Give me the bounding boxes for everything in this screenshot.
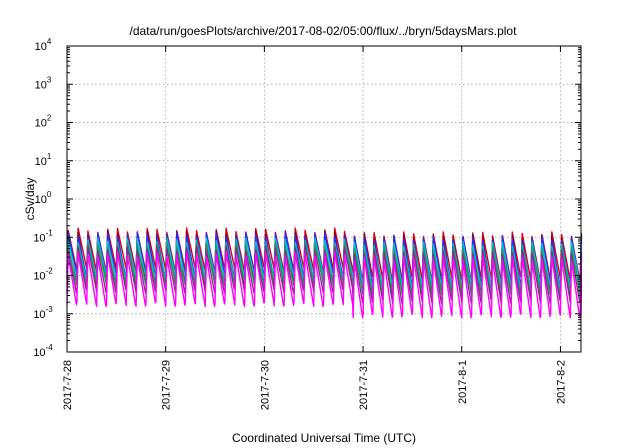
y-tick-label: 100 [35, 190, 52, 206]
y-axis: 10-4 10-3 10-2 10-1 100 101 102 103 104 [33, 37, 581, 359]
y-tick-label: 102 [35, 114, 52, 130]
x-tick-label: 2017-7-28 [62, 360, 74, 410]
x-axis-label: Coordinated Universal Time (UTC) [232, 431, 416, 445]
x-axis: 2017-7-28 2017-7-29 2017-7-30 2017-7-31 2017… [62, 46, 567, 410]
y-tick-label: 10-2 [33, 267, 53, 283]
series-line [66, 251, 583, 319]
y-tick-label: 104 [35, 37, 52, 53]
chart-title: /data/run/goesPlots/archive/2017-08-02/0… [130, 24, 518, 38]
x-tick-label: 2017-7-29 [161, 360, 173, 410]
y-tick-label: 10-1 [33, 228, 53, 244]
y-tick-label: 10-4 [33, 343, 53, 359]
x-tick-label: 2017-8-2 [555, 360, 567, 404]
y-axis-label: cSv/day [23, 178, 37, 221]
x-tick-label: 2017-8-1 [457, 360, 469, 404]
x-tick-label: 2017-7-31 [358, 360, 370, 410]
grid [67, 46, 581, 352]
series-group [66, 227, 583, 319]
y-tick-label: 10-3 [33, 305, 53, 321]
x-tick-label: 2017-7-30 [259, 360, 271, 410]
y-tick-label: 103 [35, 75, 52, 91]
y-tick-label: 101 [35, 152, 52, 168]
